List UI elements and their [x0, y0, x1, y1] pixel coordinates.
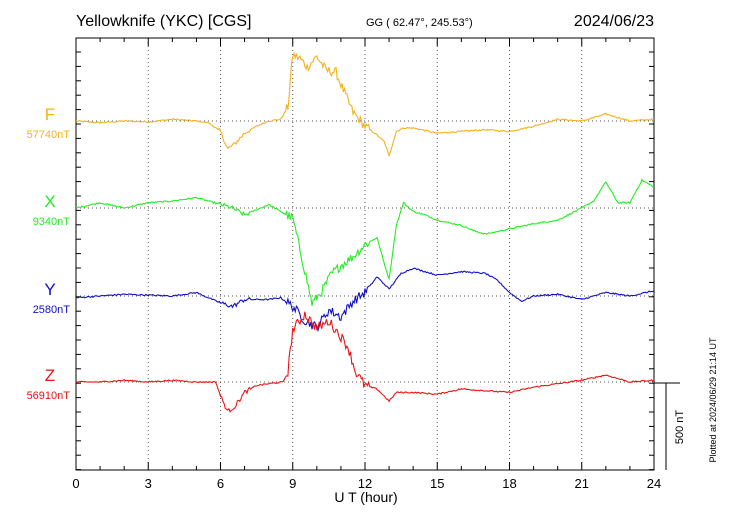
- axis-ticks: 0 3 6 9 12 15 18 21 24: [72, 38, 661, 491]
- series-name-x: X: [44, 192, 55, 211]
- series-baseline-x: 9340nT: [33, 216, 71, 228]
- x-tick-label: 21: [575, 476, 589, 491]
- series-name-z: Z: [45, 366, 55, 385]
- date-label: 2024/06/23: [574, 13, 654, 30]
- series-name-f: F: [45, 105, 55, 124]
- series-line-f: [75, 51, 655, 158]
- series-traces: [75, 51, 655, 413]
- series-name-y: Y: [44, 280, 55, 299]
- x-tick-label: 24: [647, 476, 661, 491]
- x-tick-label: 9: [289, 476, 296, 491]
- station-title: Yellowknife (YKC) [CGS]: [76, 13, 251, 30]
- series-line-x: [75, 178, 655, 306]
- series-line-y: [75, 267, 655, 333]
- plotted-timestamp: Plotted at 2024/06/29 21:14 UT: [708, 337, 718, 463]
- x-tick-label: 15: [430, 476, 444, 491]
- series-baseline-y: 2580nT: [33, 304, 71, 316]
- series-baseline-f: 57740nT: [27, 129, 71, 141]
- series-baseline-z: 56910nT: [27, 390, 71, 402]
- series-labels: F 57740nT X 9340nT Y 2580nT Z 56910nT: [27, 105, 71, 402]
- scale-bar-label: 500 nT: [674, 410, 686, 445]
- grid-lines: [76, 38, 654, 470]
- x-axis-label: U T (hour): [334, 489, 397, 505]
- series-line-z: [75, 311, 655, 413]
- x-tick-label: 12: [358, 476, 372, 491]
- x-tick-label: 6: [217, 476, 224, 491]
- coordinates-label: GG ( 62.47°, 245.53°): [366, 17, 473, 29]
- scale-bar: 500 nT: [654, 382, 686, 470]
- x-tick-label: 18: [502, 476, 516, 491]
- x-tick-label: 0: [72, 476, 79, 491]
- x-tick-label: 3: [145, 476, 152, 491]
